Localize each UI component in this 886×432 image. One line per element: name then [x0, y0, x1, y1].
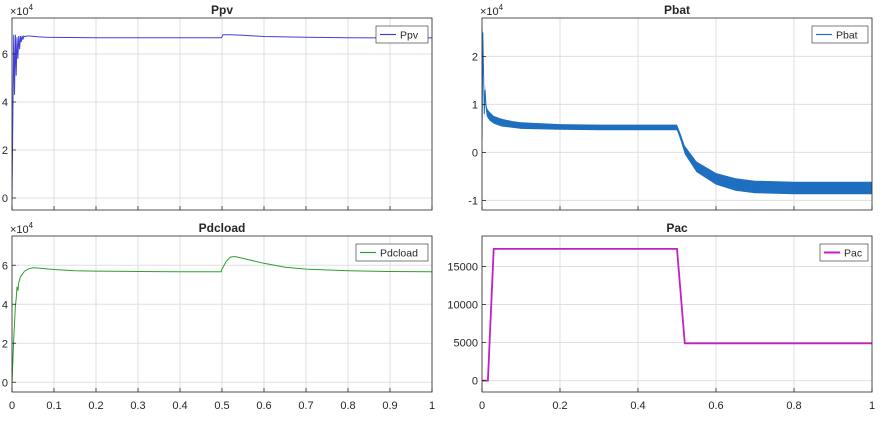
plot-2-legend-label-0: Pdcload [380, 248, 418, 260]
plot-3-axes: Pac 0 5000 10000 15000 0 0.2 0.4 0.6 0.8 1 Pac [447, 221, 875, 412]
plot-0-ytick-label-1: 2 [2, 145, 8, 157]
plot-2-xtick-label-1: 0.1 [46, 400, 61, 412]
plot-2-xtick-label-3: 0.3 [130, 400, 145, 412]
plot-2-data [12, 255, 432, 383]
plot-2-xtick-label-6: 0.6 [256, 400, 271, 412]
plot-1-series-0-line [482, 32, 872, 189]
plot-1-legend-label-0: Pbat [836, 30, 858, 42]
plot-2-xtick-label-5: 0.5 [214, 400, 229, 412]
plot-2-ytick-label-0: 0 [2, 377, 8, 389]
plot-3-xtick-label-0: 0 [479, 400, 485, 412]
plot-2-axes: Pdcload ×104 0 2 4 6 0 0.1 0.2 0.3 0.4 0.5 0.6 0.7 0.8… [2, 221, 435, 412]
plot-3-ytick-label-2: 10000 [447, 299, 478, 311]
plot-2-ytick-label-2: 4 [2, 299, 8, 311]
plot-3-title: Pac [666, 221, 688, 235]
plot-2-xtick-label-9: 0.9 [382, 400, 397, 412]
plot-3-data [482, 248, 872, 382]
plot-1-exponent: ×104 [480, 3, 504, 18]
plot-1-data [482, 26, 872, 195]
plot-2-series-0-line [12, 255, 432, 383]
plot-2-exponent-power: 4 [29, 221, 34, 230]
plot-1-ytick-label-2: 1 [472, 99, 478, 111]
plot-1-ytick-label-3: 2 [472, 51, 478, 63]
plot-1-axes: Pbat ×104 -1 0 1 2 Pbat [468, 3, 873, 211]
plot-2-legend[interactable]: Pdcload [355, 243, 429, 262]
plot-0-data [12, 34, 432, 199]
plot-2-xtick-label-10: 1 [429, 400, 435, 412]
plot-1-ytick-label-0: -1 [468, 195, 478, 207]
plot-2-legend-box [355, 243, 429, 262]
plot-0-axes: Ppv ×104 0 2 4 6 Ppv [2, 3, 433, 211]
plot-3-ytick-label-1: 5000 [454, 338, 478, 350]
plot-3-xtick-label-1: 0.2 [552, 400, 567, 412]
plot-1-legend[interactable]: Pbat [811, 25, 869, 44]
plot-1-background [482, 18, 872, 210]
plot-0-title: Ppv [211, 3, 233, 17]
plot-0-ytick-label-0: 0 [2, 193, 8, 205]
plot-0-exponent: ×104 [10, 3, 34, 18]
plot-2-ytick-label-3: 6 [2, 260, 8, 272]
plot-0-series-0-line [12, 34, 432, 199]
plot-2-xtick-label-0: 0 [9, 400, 15, 412]
plot-2-ytick-label-1: 2 [2, 338, 8, 350]
plot-3-xtick-label-4: 0.8 [786, 400, 801, 412]
plot-3-legend-box [819, 243, 869, 262]
plot-2-xtick-label-7: 0.7 [298, 400, 313, 412]
plot-1-exponent-power: 4 [499, 3, 504, 12]
plot-3-xtick-label-3: 0.6 [708, 400, 723, 412]
plot-0-ytick-label-3: 6 [2, 49, 8, 61]
plot-3-frame [481, 235, 873, 393]
plot-2-xtick-label-4: 0.4 [172, 400, 187, 412]
plot-3-series-0-line [482, 248, 872, 382]
plot-0-legend[interactable]: Ppv [375, 25, 429, 44]
plot-0-legend-box [375, 25, 429, 44]
plot-2-title: Pdcload [199, 221, 246, 235]
plot-3-legend[interactable]: Pac [819, 243, 869, 262]
plot-0-legend-label-0: Ppv [400, 30, 419, 42]
plot-3-ytick-label-3: 15000 [447, 261, 478, 273]
plot-3-xtick-label-5: 1 [869, 400, 875, 412]
plot-1-frame [481, 17, 873, 211]
plot-3-legend-label-0: Pac [844, 248, 862, 260]
plot-3-background [482, 236, 872, 392]
plot-2-xtick-label-8: 0.8 [340, 400, 355, 412]
plot-1-title: Pbat [664, 3, 690, 17]
plot-1-ytick-label-1: 0 [472, 147, 478, 159]
plot-3-ytick-label-0: 0 [472, 376, 478, 388]
plot-2-xtick-label-2: 0.2 [88, 400, 103, 412]
plot-3-xtick-label-2: 0.4 [630, 400, 645, 412]
plot-1-legend-box [811, 25, 869, 44]
plot-0-exponent-power: 4 [29, 3, 34, 12]
plot-0-ytick-label-2: 4 [2, 97, 8, 109]
plot-2-exponent: ×104 [10, 221, 34, 236]
